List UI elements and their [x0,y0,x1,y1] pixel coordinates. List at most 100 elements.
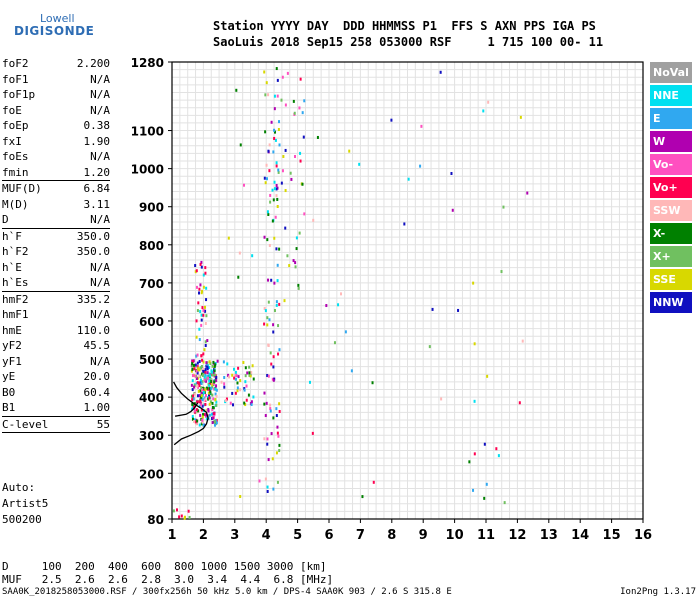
echo-point [209,400,212,404]
param-row: B1 1.00 [2,400,110,416]
param-value: 350.0 [76,229,110,243]
echo-point [209,372,212,376]
echo-point [372,480,375,484]
param-value: 350.0 [76,245,110,258]
echo-point [208,379,211,383]
echo-point [245,384,248,388]
echo-point [236,381,239,385]
echo-point [486,374,489,378]
echo-point [274,187,277,191]
echo-point [209,381,212,385]
echo-point [390,118,393,122]
echo-point [195,369,198,373]
echo-point [196,353,199,357]
echo-point [278,443,281,447]
echo-point [483,442,486,446]
echo-point [205,361,208,365]
echo-point [204,340,207,344]
echo-point [293,111,296,115]
echo-point [269,407,272,411]
echo-point [265,81,268,85]
echo-point [294,261,297,265]
param-name: foF2 [2,57,29,70]
echo-point [211,408,214,412]
echo-point [282,154,285,158]
echo-point [250,400,253,404]
echo-point [288,264,291,268]
echo-point [263,235,266,239]
echo-point [283,299,286,303]
echo-point [212,382,215,386]
parameter-list: foF2 2.200 foF1 N/A foF1p N/A foE N/A foEp 0.38 fx… [2,56,110,434]
param-value: 335.2 [76,292,110,306]
echo-point [191,364,194,368]
echo-point [303,212,306,216]
param-value: 1.20 [83,165,111,179]
echo-point [269,200,272,204]
auto-code: 500200 [2,513,42,526]
param-row: h`Es N/A [2,275,110,291]
echo-point [207,397,210,401]
x-tick-label: 1 [167,528,176,543]
echo-point [299,151,302,155]
echo-point [206,374,209,378]
x-tick-label: 3 [230,528,239,543]
echo-point [268,143,271,147]
echo-point [275,407,278,411]
param-value: 55 [96,417,110,431]
echo-point [204,305,207,309]
echo-point [274,215,277,219]
echo-point [204,266,207,270]
echo-point [275,194,278,198]
echo-point [344,330,347,334]
echo-point [206,376,209,380]
echo-point [202,360,205,364]
echo-point [361,495,364,499]
echo-point [208,393,211,397]
echo-point [202,273,205,277]
echo-point [195,319,198,323]
echo-point [277,170,280,174]
echo-point [215,418,218,422]
param-value: N/A [90,72,110,86]
echo-point [211,379,214,383]
echo-point [273,180,276,184]
echo-point [308,380,311,384]
echo-point [249,374,252,378]
echo-point [264,130,267,134]
echo-point [175,508,178,512]
echo-point [299,159,302,163]
echo-point [199,366,202,370]
echo-point [198,405,201,409]
echo-point [234,391,237,395]
param-value: 20.0 [83,370,111,383]
echo-point [472,488,475,492]
echo-point [191,398,194,402]
echo-point [206,386,209,390]
echo-point [195,384,198,388]
param-name: h`F [2,229,22,243]
echo-point [303,99,306,103]
echo-point [277,434,280,438]
param-value: N/A [90,354,110,368]
echo-point [275,300,278,304]
echo-point [276,263,279,267]
echo-point [208,372,211,376]
echo-point [208,387,211,391]
echo-point [197,385,200,389]
echo-point [276,197,279,201]
param-row: MUF(D) 6.84 [2,180,110,197]
echo-point [227,373,230,377]
echo-point [193,367,196,371]
param-name: MUF(D) [2,182,42,195]
echo-point [251,364,254,368]
echo-point [212,397,215,401]
param-name: B1 [2,401,16,414]
echo-point [263,391,266,395]
echo-point [275,187,278,191]
echo-point [248,371,251,375]
echo-point [280,181,283,185]
y-tick-label: 1100 [131,125,164,139]
echo-point [267,300,270,304]
plot-frame [171,61,644,520]
